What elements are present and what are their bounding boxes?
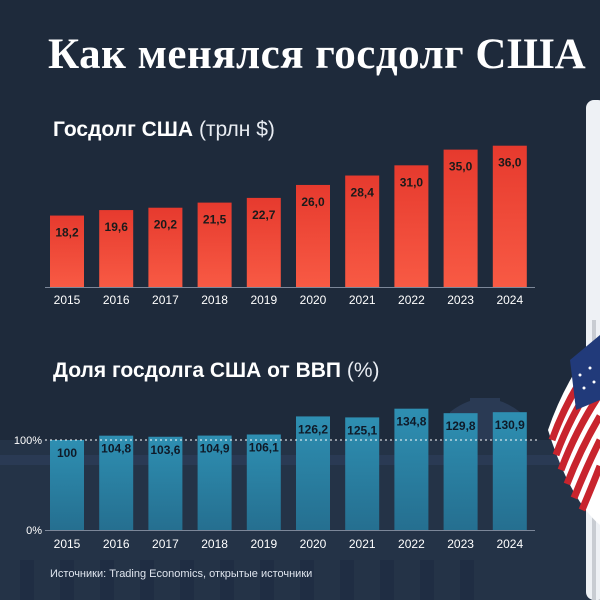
share-year-label: 2020 bbox=[300, 537, 327, 551]
debt-year-label: 2019 bbox=[250, 293, 277, 307]
debt-value-label: 20,2 bbox=[154, 218, 178, 232]
share-value-label: 126,2 bbox=[298, 422, 328, 436]
debt-bar-2022 bbox=[394, 165, 429, 287]
share-value-label: 125,1 bbox=[347, 423, 377, 437]
share-year-label: 2021 bbox=[349, 537, 376, 551]
debt-bar-2017 bbox=[148, 207, 183, 287]
share-year-label: 2018 bbox=[201, 537, 228, 551]
debt-year-label: 2016 bbox=[103, 293, 130, 307]
share-chart-unit: (%) bbox=[346, 359, 380, 382]
share-value-label: 100 bbox=[57, 446, 77, 460]
debt-bar-2024 bbox=[492, 145, 527, 287]
debt-bar-2020 bbox=[296, 184, 330, 287]
share-bar-2024 bbox=[492, 412, 527, 530]
share-value-label: 104,9 bbox=[200, 442, 230, 456]
debt-year-label: 2020 bbox=[300, 293, 327, 307]
debt-value-label: 35,0 bbox=[449, 160, 473, 174]
debt-chart-title: Госдолг США bbox=[53, 118, 194, 141]
debt-year-label: 2015 bbox=[54, 293, 81, 307]
share-bar-2020 bbox=[296, 416, 330, 530]
debt-value-label: 22,7 bbox=[252, 208, 276, 222]
share-value-label: 134,8 bbox=[396, 415, 426, 429]
debt-value-label: 18,2 bbox=[55, 226, 79, 240]
debt-bar-2016 bbox=[99, 210, 134, 287]
debt-bar-2015 bbox=[50, 215, 84, 287]
share-year-label: 2017 bbox=[152, 537, 179, 551]
share-value-label: 103,6 bbox=[150, 443, 180, 457]
reference-line-label: 100% bbox=[14, 435, 42, 447]
share-value-label: 130,9 bbox=[495, 418, 525, 432]
debt-bar-2019 bbox=[246, 197, 281, 287]
debt-year-label: 2017 bbox=[152, 293, 179, 307]
debt-bar-2023 bbox=[443, 149, 478, 287]
zero-axis-label: 0% bbox=[26, 525, 42, 537]
debt-chart-heading: Госдолг США (трлн $) bbox=[53, 118, 275, 142]
share-year-label: 2023 bbox=[447, 537, 474, 551]
share-year-label: 2022 bbox=[398, 537, 425, 551]
debt-value-label: 26,0 bbox=[301, 195, 325, 209]
share-bar-2018 bbox=[197, 435, 232, 530]
debt-bar-2018 bbox=[197, 202, 232, 287]
share-value-label: 106,1 bbox=[249, 441, 279, 455]
share-bar-2015 bbox=[50, 440, 84, 530]
share-value-label: 104,8 bbox=[101, 442, 131, 456]
debt-year-label: 2018 bbox=[201, 293, 228, 307]
share-chart-heading: Доля госдолга США от ВВП (%) bbox=[53, 359, 380, 383]
share-value-label: 129,8 bbox=[446, 419, 476, 433]
debt-bar-2021 bbox=[345, 175, 380, 287]
page-title: Как менялся госдолг США bbox=[48, 31, 587, 78]
debt-year-label: 2024 bbox=[496, 293, 523, 307]
debt-year-label: 2021 bbox=[349, 293, 376, 307]
share-bar-2021 bbox=[345, 417, 380, 530]
share-bar-2022 bbox=[394, 408, 429, 530]
debt-year-label: 2023 bbox=[447, 293, 474, 307]
debt-value-label: 19,6 bbox=[105, 220, 129, 234]
share-chart-title: Доля госдолга США от ВВП bbox=[53, 359, 342, 382]
debt-value-label: 21,5 bbox=[203, 213, 227, 227]
share-bar-2019 bbox=[246, 434, 281, 530]
share-bar-2017 bbox=[148, 436, 183, 530]
source-note: Источники: Trading Economics, открытые и… bbox=[50, 568, 313, 580]
share-year-label: 2015 bbox=[54, 537, 81, 551]
share-year-label: 2024 bbox=[496, 537, 523, 551]
us-flag-icon bbox=[548, 320, 600, 600]
debt-chart-unit: (трлн $) bbox=[198, 118, 275, 141]
share-bar-2023 bbox=[443, 413, 478, 530]
debt-value-label: 31,0 bbox=[400, 175, 424, 189]
debt-year-label: 2022 bbox=[398, 293, 425, 307]
debt-value-label: 36,0 bbox=[498, 156, 522, 170]
debt-value-label: 28,4 bbox=[351, 186, 375, 200]
share-year-label: 2019 bbox=[250, 537, 277, 551]
share-bar-2016 bbox=[99, 435, 134, 530]
share-year-label: 2016 bbox=[103, 537, 130, 551]
